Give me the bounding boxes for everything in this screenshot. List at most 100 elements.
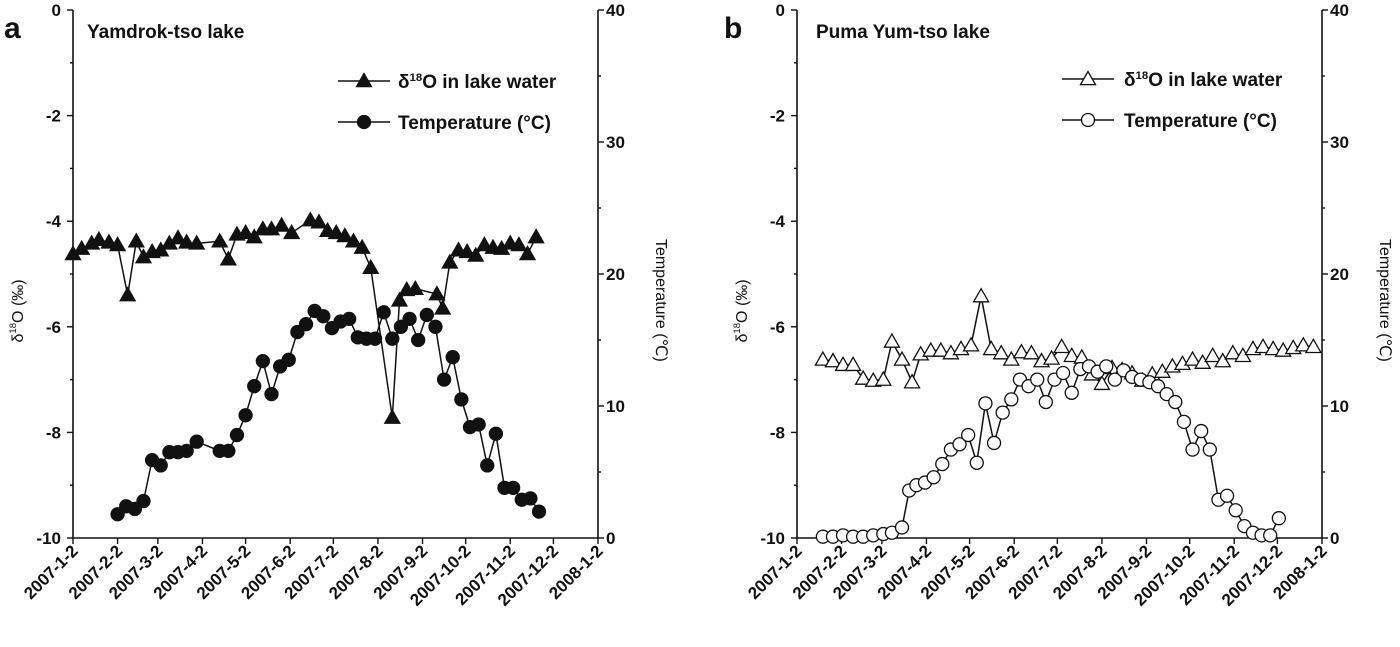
circle-point [1030, 372, 1045, 387]
circle-point [995, 405, 1010, 420]
triangle-point [527, 228, 545, 244]
right-tick-label: 40 [606, 1, 625, 20]
series-temperature [815, 359, 1286, 544]
triangle-point [336, 227, 354, 243]
triangle-point [467, 246, 485, 262]
circle-point [445, 350, 460, 365]
circle-point [1107, 372, 1123, 387]
right-tick-label: 30 [1330, 133, 1349, 152]
right-tick-label: 0 [1330, 529, 1339, 548]
series-line [117, 309, 540, 515]
triangle-point [119, 286, 137, 302]
left-tick-label: -6 [46, 318, 61, 337]
triangle-point [188, 234, 206, 250]
circle-point [505, 480, 521, 495]
triangle-point [434, 299, 452, 315]
triangle-point [100, 233, 118, 249]
triangle-point [245, 228, 263, 244]
series-temperature [110, 303, 547, 522]
circle-point [376, 305, 391, 320]
triangle-point [883, 332, 901, 348]
circle-point [153, 458, 168, 473]
triangle-point [1294, 336, 1312, 352]
circle-point [926, 470, 941, 485]
circle-point [367, 331, 383, 346]
triangle-point [169, 229, 187, 245]
triangle-point [1053, 338, 1071, 354]
right-tick-label: 20 [1330, 265, 1349, 284]
triangle-point [518, 245, 537, 261]
left-tick-label: -8 [770, 423, 785, 442]
left-tick-label: -6 [770, 318, 785, 337]
triangle-point [178, 233, 196, 249]
circle-point [385, 331, 400, 346]
circle-point [316, 309, 331, 324]
triangle-point [344, 232, 363, 248]
triangle-point [458, 243, 476, 259]
triangle-point [406, 279, 424, 296]
circle-point [402, 311, 417, 327]
legend-label: δ18O in lake water [1124, 70, 1283, 91]
triangle-point [844, 356, 862, 372]
legend-label: Temperature (°C) [398, 113, 551, 134]
triangle-point [1204, 347, 1222, 363]
triangle-point [383, 408, 401, 424]
legend-label: Temperature (°C) [1124, 111, 1277, 132]
circle-point [1064, 385, 1079, 400]
left-axis-title: δ18O (‰) [8, 279, 27, 342]
series-delta18o [64, 211, 545, 424]
right-tick-label: 10 [1330, 397, 1349, 416]
circle-point [238, 408, 253, 423]
circle-point [952, 437, 967, 452]
legend-label: δ18O in lake water [398, 72, 557, 93]
circle-point [221, 443, 236, 459]
circle-point [523, 491, 538, 506]
circle-point [1038, 394, 1053, 410]
circle-point [935, 456, 950, 472]
triangle-point [327, 224, 345, 240]
triangle-point [824, 352, 842, 368]
triangle-point [1254, 338, 1272, 354]
triangle-point [108, 236, 127, 252]
triangle-point [1042, 349, 1061, 365]
triangle-point [362, 258, 380, 274]
circle-point [255, 353, 271, 369]
circle-point [1263, 528, 1278, 543]
left-axis-title: δ18O (‰) [732, 279, 751, 342]
circle-point [342, 311, 357, 327]
triangle-point [1002, 350, 1020, 366]
left-tick-label: 0 [52, 1, 61, 20]
triangle-point [854, 369, 872, 385]
left-tick-label: -2 [46, 107, 61, 126]
circle-point [1228, 503, 1243, 518]
triangle-point [903, 373, 921, 389]
circle-point [247, 379, 262, 394]
left-tick-label: 0 [776, 1, 785, 20]
circle-point [986, 435, 1002, 451]
right-tick-label: 0 [606, 529, 615, 548]
circle-point [281, 352, 296, 367]
circle-point [419, 307, 434, 323]
series-delta18o [814, 287, 1322, 391]
right-tick-label: 20 [606, 265, 625, 284]
triangle-point [1224, 344, 1242, 360]
triangle-point [219, 250, 237, 266]
circle-point [894, 520, 910, 535]
panel-letter: a [4, 12, 21, 45]
triangle-point [1183, 350, 1202, 366]
left-tick-label: -8 [46, 423, 61, 442]
triangle-point [1022, 344, 1041, 360]
circle-point [411, 332, 426, 348]
triangle-point [428, 285, 446, 301]
triangle-point [475, 236, 493, 252]
circle-point [436, 372, 452, 387]
triangle-point [127, 232, 145, 248]
triangle-point [211, 232, 229, 248]
triangle-point [1012, 343, 1031, 359]
circle-point [488, 426, 504, 441]
right-tick-label: 30 [606, 133, 625, 152]
circle-point [264, 386, 279, 402]
circle-point [454, 392, 469, 407]
circle-point [136, 493, 151, 509]
